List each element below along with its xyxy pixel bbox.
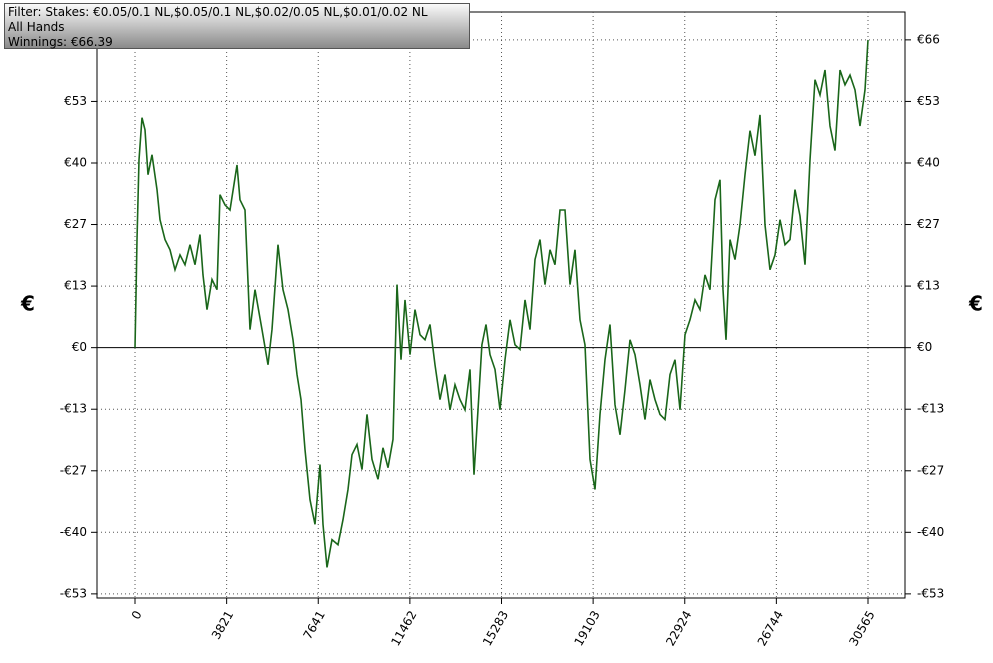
x-tick-label: 15283 [480, 608, 511, 648]
y2-tick-label: €0 [917, 340, 932, 354]
y2-tick-label: -€13 [917, 402, 944, 416]
info-line: All Hands [8, 20, 65, 34]
y2-tick-label: €13 [917, 279, 940, 293]
y-tick-label: €53 [64, 94, 87, 108]
y2-tick-label: €66 [917, 32, 940, 46]
y-tick-label: €13 [64, 279, 87, 293]
y-axis-label: € [20, 292, 35, 316]
y2-tick-label: €53 [917, 94, 940, 108]
x-tick-label: 0 [129, 608, 145, 622]
y2-tick-label: €40 [917, 155, 940, 169]
x-tick-label: 26744 [755, 608, 786, 648]
x-tick-label: 3821 [209, 608, 236, 641]
info-box: Filter: Stakes: €0.05/0.1 NL,$0.05/0.1 N… [4, 3, 470, 49]
info-line: Winnings: €66.39 [8, 35, 113, 49]
y-tick-label: -€27 [60, 463, 87, 477]
y2-tick-label: -€27 [917, 463, 944, 477]
y2-tick-label: €27 [917, 217, 940, 231]
plot-frame [96, 11, 906, 599]
y-tick-label: €40 [64, 155, 87, 169]
y2-tick-label: -€53 [917, 586, 944, 600]
y-tick-label: -€53 [60, 586, 87, 600]
x-tick-label: 22924 [663, 608, 694, 648]
y-tick-label: €0 [72, 340, 87, 354]
y2-axis-label: € [968, 292, 983, 316]
x-tick-label: 11462 [388, 608, 419, 648]
y2-tick-label: -€40 [917, 525, 944, 539]
info-line: Filter: Stakes: €0.05/0.1 NL,$0.05/0.1 N… [8, 5, 428, 19]
y-tick-label: -€40 [60, 525, 87, 539]
x-tick-label: 30565 [846, 608, 877, 648]
y-tick-label: -€13 [60, 402, 87, 416]
winnings-line [134, 39, 869, 568]
x-tick-label: 19103 [572, 608, 603, 648]
x-tick-label: 7641 [300, 608, 327, 641]
y-tick-label: €27 [64, 217, 87, 231]
